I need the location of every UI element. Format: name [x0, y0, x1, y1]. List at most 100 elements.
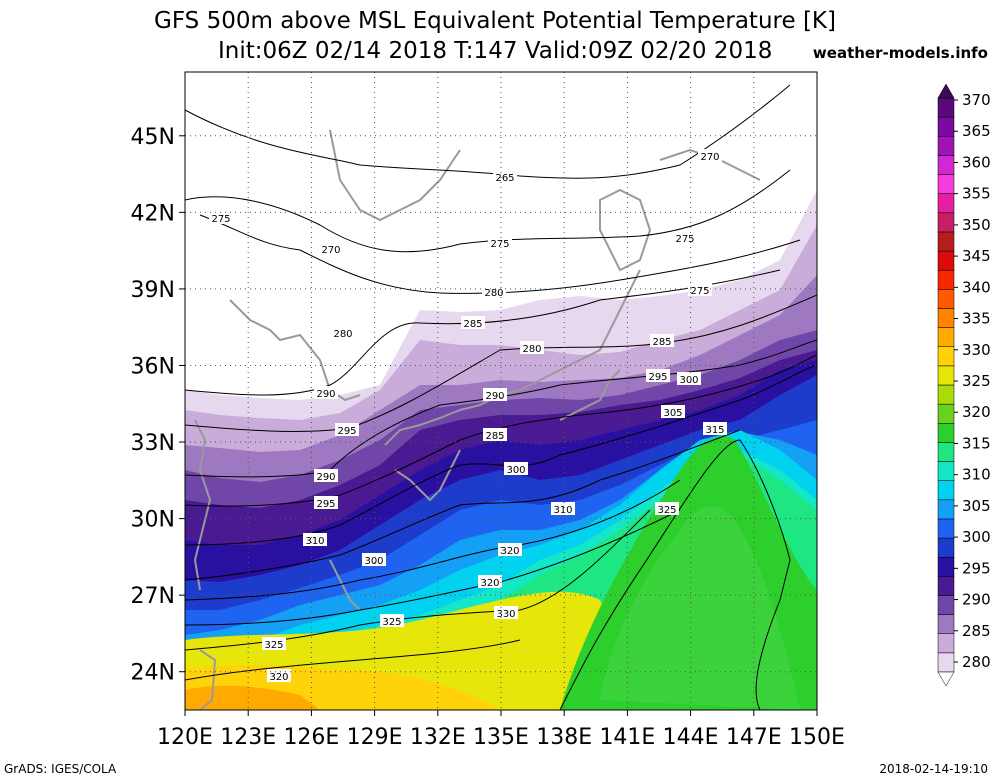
contour-label: 320	[267, 669, 291, 683]
lon-label: 138E	[536, 725, 592, 750]
contour-label: 310	[551, 502, 575, 516]
colorbar: 280 285 290 295 300 305 310 315 320 325 330 335 340 3…	[937, 83, 991, 687]
svg-text:280: 280	[484, 288, 503, 299]
svg-text:325: 325	[382, 617, 401, 628]
coastline	[199, 649, 217, 710]
colorbar-swatch	[937, 212, 955, 233]
field-band	[185, 685, 320, 710]
coastline	[329, 129, 461, 222]
lon-label: 135E	[473, 725, 529, 750]
svg-text:290: 290	[316, 389, 335, 400]
svg-text:300: 300	[364, 556, 383, 567]
colorbar-swatch	[937, 423, 955, 443]
colorbar-label: 280	[962, 653, 991, 671]
contour-label: 310	[303, 533, 327, 547]
contour-label: 285	[650, 334, 674, 348]
lat-label: 42N	[131, 201, 175, 226]
colorbar-swatch	[937, 384, 955, 405]
colorbar-label: 365	[962, 122, 991, 140]
svg-text:285: 285	[463, 319, 482, 330]
colorbar-label: 290	[962, 591, 991, 609]
lon-label: 120E	[157, 725, 213, 750]
svg-text:290: 290	[485, 391, 504, 402]
svg-text:280: 280	[333, 329, 352, 340]
colorbar-label: 340	[962, 278, 991, 296]
colorbar-min-arrow	[937, 671, 955, 687]
footer-timestamp: 2018-02-14-19:10	[879, 762, 988, 776]
contour-label: 290	[314, 469, 338, 483]
contour-label: 280	[520, 341, 544, 355]
contour-label: 325	[655, 502, 679, 516]
colorbar-swatch	[937, 633, 955, 654]
coastline	[394, 449, 461, 502]
colorbar-swatch	[937, 327, 955, 347]
svg-text:270: 270	[700, 152, 719, 163]
contour-label: 270	[319, 242, 343, 256]
contour-label: 280	[482, 285, 506, 299]
svg-text:285: 285	[652, 337, 671, 348]
colorbar-swatch	[937, 289, 955, 309]
contour-label: 325	[262, 637, 286, 651]
colorbar-swatch	[937, 461, 955, 481]
contour-line	[185, 429, 741, 581]
lon-label: 141E	[599, 725, 655, 750]
colorbar-swatch	[937, 231, 955, 252]
colorbar-label: 350	[962, 216, 991, 234]
colorbar-swatch	[937, 595, 955, 615]
contour-label: 285	[461, 316, 485, 330]
contour-label: 295	[314, 496, 338, 510]
colorbar-label: 300	[962, 528, 991, 546]
svg-text:290: 290	[316, 472, 335, 483]
site-label: weather-models.info	[812, 44, 988, 62]
colorbar-max-arrow	[937, 83, 955, 99]
lat-label: 24N	[131, 661, 175, 686]
svg-text:295: 295	[648, 372, 667, 383]
svg-text:275: 275	[211, 214, 230, 225]
colorbar-swatch	[937, 346, 955, 367]
coastline	[599, 188, 652, 272]
lon-label: 132E	[410, 725, 466, 750]
svg-text:300: 300	[679, 375, 698, 386]
colorbar-label: 285	[962, 622, 991, 640]
contour-label: 290	[314, 386, 338, 400]
svg-text:305: 305	[663, 408, 682, 419]
contour-label: 295	[646, 369, 670, 383]
lon-label: 144E	[663, 725, 719, 750]
footer-credit: GrADS: IGES/COLA	[4, 762, 117, 776]
colorbar-label: 305	[962, 497, 991, 515]
lon-label: 126E	[283, 725, 339, 750]
lon-label: 147E	[726, 725, 782, 750]
contour-line	[185, 84, 791, 179]
colorbar-swatch	[937, 269, 955, 290]
svg-text:295: 295	[316, 499, 335, 510]
colorbar-swatch	[937, 442, 955, 462]
svg-text:310: 310	[305, 536, 324, 547]
svg-text:300: 300	[506, 465, 525, 476]
contour-label: 265	[493, 170, 517, 184]
lat-label: 27N	[131, 584, 175, 609]
contour-line	[199, 214, 801, 294]
lon-label: 123E	[220, 725, 276, 750]
colorbar-label: 330	[962, 341, 991, 359]
colorbar-label: 320	[962, 403, 991, 421]
lat-label: 39N	[131, 278, 175, 303]
contour-lines: 270 265 275 270 275 275 280 275 280 285 280 285 290 2…	[185, 84, 817, 710]
colorbar-swatch	[937, 652, 955, 673]
contour-label: 330	[494, 606, 518, 620]
contour-label: 275	[488, 236, 512, 250]
svg-text:315: 315	[705, 425, 724, 436]
graticule	[185, 72, 817, 710]
colorbar-label: 335	[962, 310, 991, 328]
contour-line	[185, 269, 781, 396]
lat-label: 30N	[131, 508, 175, 533]
colorbar-label: 345	[962, 247, 991, 265]
colorbar-swatch	[937, 250, 955, 271]
svg-text:275: 275	[690, 286, 709, 297]
axis-ticks: 45N 42N 39N 36N 33N 30N 27N 24N 120E 123E 126E 129E…	[131, 125, 845, 750]
field-band	[600, 506, 800, 710]
lon-label: 150E	[789, 725, 845, 750]
contour-label: 320	[498, 543, 522, 557]
contour-label: 275	[688, 283, 712, 297]
colorbar-swatch	[937, 308, 955, 328]
